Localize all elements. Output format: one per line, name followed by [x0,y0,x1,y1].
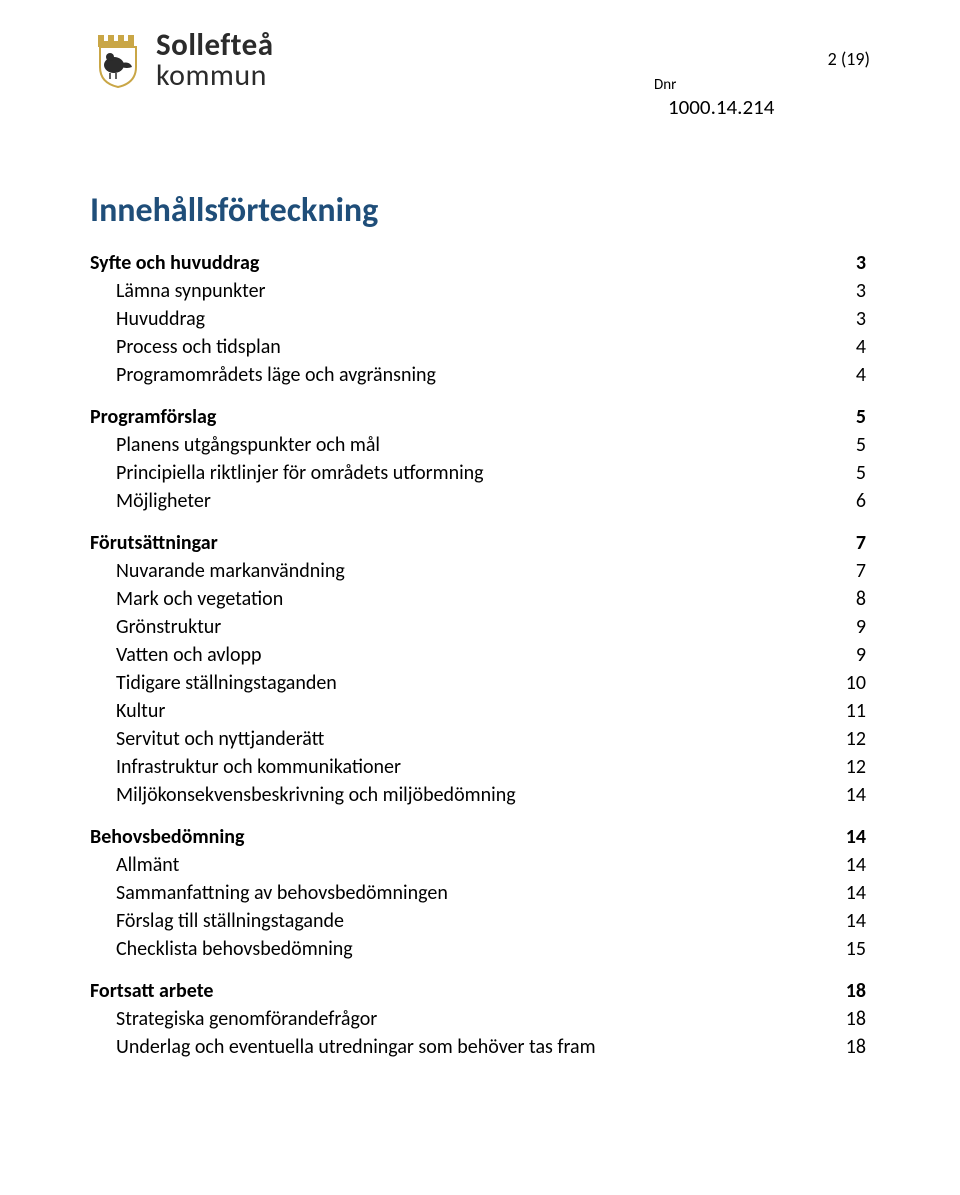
toc-entry-page: 14 [830,907,866,935]
toc-entry-page: 12 [830,753,866,781]
toc-entry[interactable]: Planens utgångspunkter och mål5 [90,431,870,459]
toc-section-head[interactable]: Syfte och huvuddrag3 [90,249,870,277]
toc-entry-page: 3 [830,277,866,305]
toc-entry-page: 4 [830,333,866,361]
toc-entry[interactable]: Sammanfattning av behovsbedömningen14 [90,879,870,907]
toc-entry[interactable]: Strategiska genomförandefrågor18 [90,1005,870,1033]
toc-entry-label: Mark och vegetation [90,585,830,613]
toc-entry-label: Process och tidsplan [90,333,830,361]
toc-entry-label: Syfte och huvuddrag [90,249,830,277]
toc-entry[interactable]: Kultur11 [90,697,870,725]
logo-block: Sollefteå kommun [90,30,274,91]
toc-entry-label: Lämna synpunkter [90,277,830,305]
toc-entry-label: Underlag och eventuella utredningar som … [90,1033,830,1061]
toc-section-head[interactable]: Behovsbedömning14 [90,823,870,851]
toc-entry-label: Förutsättningar [90,529,830,557]
toc-entry-page: 14 [830,781,866,809]
toc-entry-page: 8 [830,585,866,613]
toc-entry-page: 11 [830,697,866,725]
toc-entry-label: Fortsatt arbete [90,977,830,1005]
toc-entry[interactable]: Checklista behovsbedömning15 [90,935,870,963]
toc-entry-label: Vatten och avlopp [90,641,830,669]
toc-entry-label: Behovsbedömning [90,823,830,851]
toc-entry-page: 10 [830,669,866,697]
toc-entry-label: Möjligheter [90,487,830,515]
toc-section: Fortsatt arbete18Strategiska genomförand… [90,977,870,1061]
toc-entry[interactable]: Programområdets läge och avgränsning4 [90,361,870,389]
toc-entry-page: 14 [830,851,866,879]
toc-entry-label: Checklista behovsbedömning [90,935,830,963]
toc-entry[interactable]: Underlag och eventuella utredningar som … [90,1033,870,1061]
logo-text: Sollefteå kommun [156,30,274,91]
toc-entry[interactable]: Nuvarande markanvändning7 [90,557,870,585]
toc-entry-label: Huvuddrag [90,305,830,333]
toc-section-head[interactable]: Fortsatt arbete18 [90,977,870,1005]
dnr-value: 1000.14.214 [668,94,870,120]
municipality-crest-icon [90,33,146,89]
toc-section: Förutsättningar7Nuvarande markanvändning… [90,529,870,809]
toc-entry-label: Allmänt [90,851,830,879]
toc-container: Syfte och huvuddrag3Lämna synpunkter3Huv… [90,249,870,1061]
toc-entry-page: 14 [830,823,866,851]
dnr-label: Dnr [654,76,870,94]
toc-entry[interactable]: Mark och vegetation8 [90,585,870,613]
toc-entry-page: 7 [830,557,866,585]
toc-entry-label: Grönstruktur [90,613,830,641]
toc-entry-page: 3 [830,249,866,277]
toc-entry-page: 7 [830,529,866,557]
toc-entry[interactable]: Vatten och avlopp9 [90,641,870,669]
toc-entry-page: 14 [830,879,866,907]
toc-entry-page: 18 [830,1033,866,1061]
toc-entry[interactable]: Möjligheter6 [90,487,870,515]
toc-entry-page: 3 [830,305,866,333]
toc-entry-page: 9 [830,613,866,641]
toc-entry-page: 18 [830,977,866,1005]
toc-entry-page: 5 [830,403,866,431]
toc-entry-page: 4 [830,361,866,389]
toc-entry[interactable]: Servitut och nyttjanderätt12 [90,725,870,753]
toc-entry-label: Servitut och nyttjanderätt [90,725,830,753]
toc-entry[interactable]: Förslag till ställningstagande14 [90,907,870,935]
toc-section-head[interactable]: Förutsättningar7 [90,529,870,557]
page-header: Sollefteå kommun 2 (19) Dnr 1000.14.214 [90,30,870,120]
toc-entry-page: 15 [830,935,866,963]
toc-entry-label: Principiella riktlinjer för områdets utf… [90,459,830,487]
page-number: 2 (19) [650,48,870,70]
toc-entry[interactable]: Lämna synpunkter3 [90,277,870,305]
toc-entry-label: Nuvarande markanvändning [90,557,830,585]
toc-entry-page: 12 [830,725,866,753]
toc-entry[interactable]: Huvuddrag3 [90,305,870,333]
toc-entry[interactable]: Grönstruktur9 [90,613,870,641]
toc-entry-label: Programförslag [90,403,830,431]
toc-entry-label: Infrastruktur och kommunikationer [90,753,830,781]
toc-section: Behovsbedömning14Allmänt14Sammanfattning… [90,823,870,963]
toc-entry-label: Programområdets läge och avgränsning [90,361,830,389]
document-page: Sollefteå kommun 2 (19) Dnr 1000.14.214 … [0,0,960,1135]
toc-entry-label: Kultur [90,697,830,725]
toc-entry-label: Planens utgångspunkter och mål [90,431,830,459]
toc-entry[interactable]: Miljökonsekvensbeskrivning och miljöbedö… [90,781,870,809]
toc-entry-label: Sammanfattning av behovsbedömningen [90,879,830,907]
toc-entry-label: Strategiska genomförandefrågor [90,1005,830,1033]
toc-entry-label: Förslag till ställningstagande [90,907,830,935]
toc-entry-page: 18 [830,1005,866,1033]
toc-entry[interactable]: Tidigare ställningstaganden10 [90,669,870,697]
toc-section: Programförslag5Planens utgångspunkter oc… [90,403,870,515]
header-right: 2 (19) Dnr 1000.14.214 [650,30,870,120]
toc-title: Innehållsförteckning [90,190,870,231]
toc-entry-page: 5 [830,431,866,459]
toc-entry[interactable]: Process och tidsplan4 [90,333,870,361]
toc-entry[interactable]: Infrastruktur och kommunikationer12 [90,753,870,781]
toc-entry-page: 5 [830,459,866,487]
toc-entry-label: Miljökonsekvensbeskrivning och miljöbedö… [90,781,830,809]
toc-section: Syfte och huvuddrag3Lämna synpunkter3Huv… [90,249,870,389]
toc-section-head[interactable]: Programförslag5 [90,403,870,431]
toc-entry[interactable]: Principiella riktlinjer för områdets utf… [90,459,870,487]
toc-entry-label: Tidigare ställningstaganden [90,669,830,697]
toc-entry[interactable]: Allmänt14 [90,851,870,879]
logo-text-bottom: kommun [156,61,274,91]
toc-entry-page: 9 [830,641,866,669]
toc-entry-page: 6 [830,487,866,515]
